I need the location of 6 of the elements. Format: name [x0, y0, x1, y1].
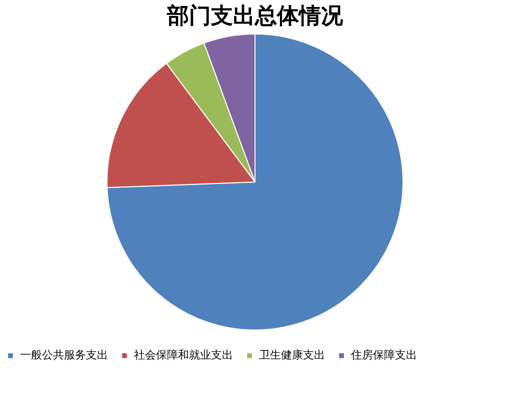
legend-label: 卫生健康支出 [259, 348, 325, 362]
legend-label: 住房保障支出 [351, 348, 417, 362]
legend-label: 一般公共服务支出 [20, 348, 108, 362]
legend-label: 社会保障和就业支出 [134, 348, 233, 362]
pie-slice [106, 34, 404, 330]
chart-title: 部门支出总体情况 [166, 3, 344, 29]
